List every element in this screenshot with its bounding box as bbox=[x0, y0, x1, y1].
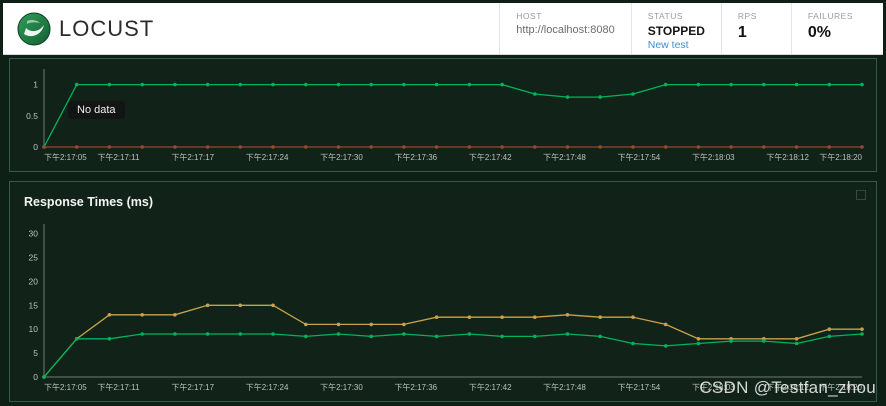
svg-text:下午2:17:11: 下午2:17:11 bbox=[97, 382, 140, 392]
status-value: STOPPED bbox=[647, 24, 705, 38]
svg-text:下午2:17:30: 下午2:17:30 bbox=[320, 152, 363, 162]
svg-text:1: 1 bbox=[33, 80, 38, 90]
response-times-panel: Response Times (ms) 0 5 10 15 20 25 30 下午2:17:0… bbox=[9, 181, 877, 402]
svg-text:20: 20 bbox=[29, 276, 39, 286]
brand-name: LOCUST bbox=[59, 15, 155, 41]
svg-text:0.5: 0.5 bbox=[26, 111, 38, 121]
stat-status: STATUS STOPPED New test bbox=[630, 3, 721, 54]
status-label: STATUS bbox=[647, 11, 684, 21]
svg-text:下午2:18:20: 下午2:18:20 bbox=[819, 152, 862, 162]
host-label: HOST bbox=[516, 11, 542, 21]
svg-text:下午2:17:54: 下午2:17:54 bbox=[618, 152, 661, 162]
svg-text:下午2:17:05: 下午2:17:05 bbox=[44, 152, 87, 162]
svg-text:下午2:17:42: 下午2:17:42 bbox=[469, 152, 512, 162]
svg-text:下午2:17:17: 下午2:17:17 bbox=[171, 382, 214, 392]
host-value: http://localhost:8080 bbox=[516, 24, 615, 36]
rps-label: RPS bbox=[737, 11, 757, 21]
svg-text:下午2:17:11: 下午2:17:11 bbox=[97, 152, 140, 162]
charts-area: 0 0.5 1 下午2:17:05 下午2:17:11 下午2:17:17 下午2:17:2… bbox=[3, 58, 883, 402]
svg-text:下午2:17:24: 下午2:17:24 bbox=[246, 152, 289, 162]
svg-text:下午2:17:48: 下午2:17:48 bbox=[543, 382, 586, 392]
header: LOCUST HOST http://localhost:8080 STATUS… bbox=[3, 3, 883, 55]
stat-rps: RPS 1 bbox=[720, 3, 791, 54]
svg-text:下午2:17:24: 下午2:17:24 bbox=[246, 382, 289, 392]
new-test-link[interactable]: New test bbox=[647, 39, 689, 51]
svg-text:下午2:17:48: 下午2:17:48 bbox=[543, 152, 586, 162]
svg-text:下午2:18:03: 下午2:18:03 bbox=[692, 382, 735, 392]
svg-text:下午2:18:12: 下午2:18:12 bbox=[766, 382, 809, 392]
svg-text:下午2:17:36: 下午2:17:36 bbox=[394, 152, 437, 162]
rps-chart-panel: 0 0.5 1 下午2:17:05 下午2:17:11 下午2:17:17 下午2:17:2… bbox=[9, 58, 877, 172]
svg-text:0: 0 bbox=[33, 372, 38, 382]
svg-text:15: 15 bbox=[29, 300, 39, 310]
svg-text:下午2:18:20: 下午2:18:20 bbox=[819, 382, 862, 392]
svg-text:25: 25 bbox=[29, 253, 39, 263]
svg-text:下午2:18:12: 下午2:18:12 bbox=[766, 152, 809, 162]
svg-text:下午2:17:17: 下午2:17:17 bbox=[171, 152, 214, 162]
failures-value: 0% bbox=[807, 24, 832, 41]
header-stats: HOST http://localhost:8080 STATUS STOPPE… bbox=[499, 3, 869, 54]
svg-text:0: 0 bbox=[33, 142, 38, 152]
svg-text:下午2:17:54: 下午2:17:54 bbox=[618, 382, 661, 392]
response-times-chart[interactable]: 0 5 10 15 20 25 30 下午2:17:05 下午2:17:11 下午2:17:17 下… bbox=[10, 214, 876, 401]
locust-logo-icon bbox=[17, 12, 51, 45]
svg-text:下午2:17:30: 下午2:17:30 bbox=[320, 382, 363, 392]
rps-value: 1 bbox=[737, 24, 747, 41]
stat-host: HOST http://localhost:8080 bbox=[499, 3, 630, 54]
svg-text:下午2:17:36: 下午2:17:36 bbox=[394, 382, 437, 392]
failures-label: FAILURES bbox=[807, 11, 853, 21]
stat-failures: FAILURES 0% bbox=[790, 3, 869, 54]
chart-toolbox-icon[interactable] bbox=[856, 190, 866, 200]
svg-text:下午2:17:05: 下午2:17:05 bbox=[44, 382, 87, 392]
brand[interactable]: LOCUST bbox=[17, 12, 154, 46]
svg-text:下午2:18:03: 下午2:18:03 bbox=[692, 152, 735, 162]
response-times-title: Response Times (ms) bbox=[24, 195, 153, 209]
rps-chart[interactable]: 0 0.5 1 下午2:17:05 下午2:17:11 下午2:17:17 下午2:17:2… bbox=[10, 59, 876, 171]
svg-text:下午2:17:42: 下午2:17:42 bbox=[469, 382, 512, 392]
svg-text:10: 10 bbox=[29, 324, 39, 334]
svg-text:30: 30 bbox=[29, 229, 39, 239]
svg-text:5: 5 bbox=[33, 348, 38, 358]
